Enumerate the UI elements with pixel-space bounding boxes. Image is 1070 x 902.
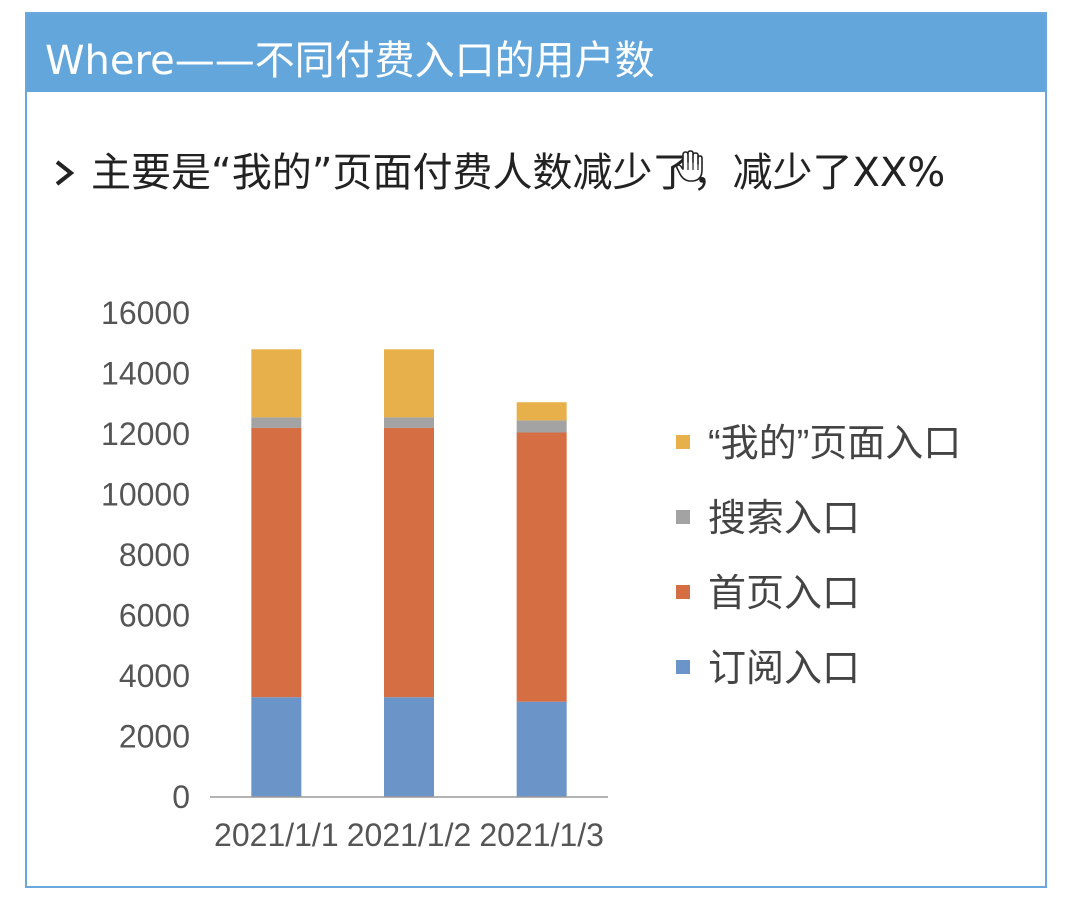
bullet-text: 主要是“我的”页面付费人数减少了，减少了XX% [91,150,946,196]
bullet-arrow-icon [55,160,75,186]
slide: Where——不同付费入口的用户数 主要是“我的”页面付费人数减少了，减少了XX… [25,12,1047,888]
hand-cursor-icon [675,150,703,182]
slide-header: Where——不同付费入口的用户数 [27,14,1045,92]
slide-title: Where——不同付费入口的用户数 [45,38,655,84]
